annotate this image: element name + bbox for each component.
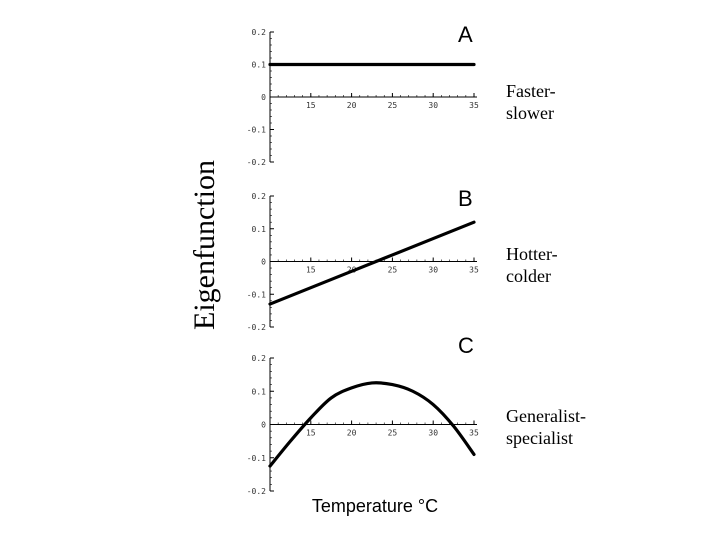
x-tick-label: 30: [428, 266, 438, 275]
x-tick-label: 15: [306, 429, 316, 438]
annotation-line: Faster-: [506, 81, 556, 101]
x-tick-label: 35: [469, 101, 479, 110]
x-tick-label: 35: [469, 429, 479, 438]
panel-a: -0.2 -0.1 0 0.1 0.2 15 20 25 30 35: [247, 28, 479, 167]
x-axis-label: Temperature °C: [311, 496, 439, 516]
x-tick-label: 25: [388, 101, 398, 110]
y-tick-label: -0.1: [247, 454, 266, 463]
x-tick-label: 15: [306, 266, 316, 275]
x-tick-label: 25: [388, 266, 398, 275]
y-tick-label: 0.1: [252, 387, 267, 396]
x-tick-label: 15: [306, 101, 316, 110]
panel-a-annotation: Faster- slower: [506, 80, 556, 124]
y-tick-label: -0.2: [247, 158, 266, 167]
y-tick-label: -0.2: [247, 323, 266, 332]
panel-b: -0.2-0.100.10.215 20 25 30 35: [247, 192, 479, 332]
annotation-line: colder: [506, 266, 551, 286]
panel-b-letter: B: [458, 186, 473, 211]
panel-a-letter: A: [458, 22, 473, 47]
panel-c: -0.2 -0.1 0 0.1 0.2 15 20 25 30 35: [247, 354, 479, 496]
panel-b-annotation: Hotter- colder: [506, 243, 558, 287]
y-tick-label: -0.2: [247, 487, 266, 496]
y-tick-label: 0.2: [252, 28, 267, 37]
x-tick-label: 30: [428, 101, 438, 110]
x-tick-label: 20: [347, 429, 357, 438]
annotation-line: slower: [506, 103, 554, 123]
y-axis-label: Eigenfunction: [180, 90, 230, 400]
annotation-line: specialist: [506, 428, 573, 448]
y-tick-label: 0.2: [252, 354, 267, 363]
y-tick-label: 0.1: [252, 225, 267, 234]
annotation-line: Generalist-: [506, 406, 586, 426]
panel-c-annotation: Generalist- specialist: [506, 405, 586, 449]
y-tick-label: 0: [261, 258, 266, 267]
x-tick-label: 30: [428, 429, 438, 438]
y-tick-label: 0: [261, 93, 266, 102]
y-tick-label: -0.1: [247, 290, 266, 299]
y-tick-label: -0.1: [247, 126, 266, 135]
x-tick-label: 35: [469, 266, 479, 275]
y-tick-label: 0: [261, 421, 266, 430]
y-axis-label-text: Eigenfunction: [188, 160, 221, 330]
data-line: [268, 220, 476, 306]
y-tick-label: 0.1: [252, 61, 267, 70]
x-tick-label: 20: [347, 101, 357, 110]
y-tick-label: 0.2: [252, 192, 267, 201]
data-line: [268, 381, 476, 468]
annotation-line: Hotter-: [506, 244, 558, 264]
x-tick-label: 25: [388, 429, 398, 438]
panel-c-letter: C: [458, 333, 474, 358]
